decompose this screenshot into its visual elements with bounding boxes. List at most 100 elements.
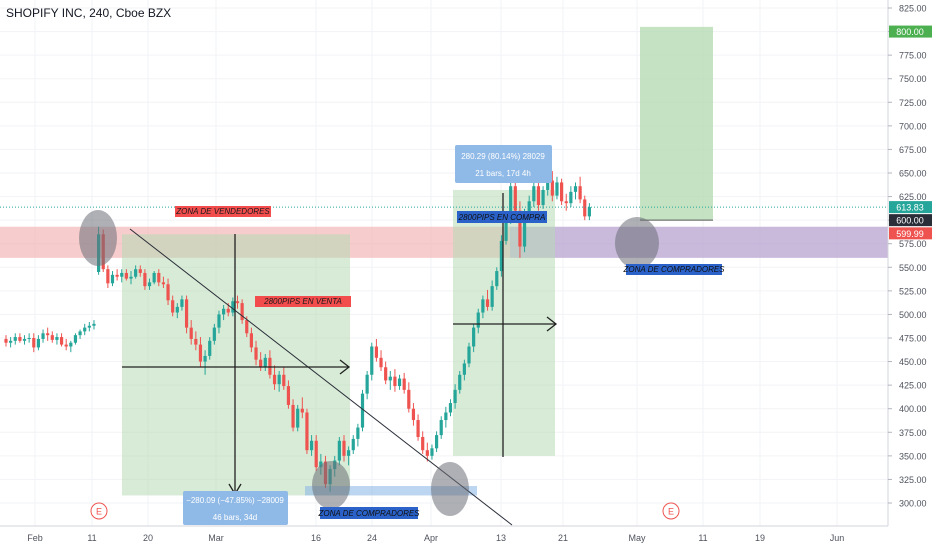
price-axis[interactable]: 300.00 325.00 350.00 375.00 400.00 425.00 450.…	[887, 0, 932, 550]
candle-body	[573, 186, 578, 192]
time-tick-label: May	[628, 533, 646, 543]
candle-body	[235, 301, 240, 304]
candle-body	[268, 357, 272, 375]
candle-body	[245, 320, 249, 334]
sell-label: 2800PIPS EN VENTA	[263, 297, 342, 306]
candle-body	[69, 342, 73, 347]
candle-body	[184, 299, 189, 328]
candle-body	[300, 408, 304, 413]
price-tick-label: 675.00	[899, 145, 927, 155]
candle-body	[569, 191, 573, 204]
candle-body	[388, 376, 392, 381]
short-measure-text-1: −280.09 (−47.85%) −28009	[186, 496, 284, 505]
highlight-ellipse	[312, 461, 350, 509]
candle-body	[393, 376, 397, 387]
candle-body	[587, 207, 591, 217]
candle-body	[157, 272, 161, 283]
target-box	[640, 26, 713, 221]
candle-body	[87, 325, 91, 328]
time-tick-label: Jun	[830, 533, 845, 543]
price-tick-label: 350.00	[899, 451, 927, 461]
candle-body	[347, 450, 351, 456]
time-tick-label: 21	[558, 533, 568, 543]
candle-body	[309, 440, 314, 451]
candle-body	[407, 389, 411, 409]
highlight-ellipse	[615, 217, 659, 269]
earnings-marker-icon	[662, 502, 680, 520]
price-tick-label: 650.00	[899, 169, 927, 179]
sell-label-bg	[255, 296, 351, 307]
short-measure-box	[183, 491, 288, 525]
buyer-zone-band	[510, 226, 888, 258]
candle-body	[18, 337, 22, 341]
candle-body	[546, 180, 550, 190]
candle-body	[365, 374, 369, 394]
candle-body	[194, 338, 198, 345]
candle-body	[208, 340, 212, 356]
candle-body	[36, 338, 41, 348]
buyer-zone-bottom-label-bg	[320, 507, 418, 519]
candle-body	[439, 420, 443, 436]
buyer-zone-right-label-bg	[626, 264, 722, 275]
candle-body	[444, 412, 448, 421]
candle-body	[555, 182, 559, 196]
candle-body	[50, 335, 54, 340]
red-price-badge: 599.99	[896, 229, 924, 239]
candle-body	[110, 274, 115, 284]
candle-body	[560, 182, 564, 202]
candle-body	[59, 337, 64, 345]
candle-body	[578, 186, 582, 200]
last-price-badge: 613.83	[896, 203, 924, 213]
level-price-badge-bg	[889, 214, 932, 227]
time-tick-label: 24	[367, 533, 377, 543]
time-tick-label: 20	[143, 533, 153, 543]
candle-body	[453, 389, 457, 404]
candle-body	[78, 331, 82, 336]
buyer-zone-right-label: ZONA DE COMPRADORES	[622, 265, 725, 274]
price-tick-label: 450.00	[899, 357, 927, 367]
candle-body	[296, 408, 300, 428]
time-tick-label: 11	[698, 533, 707, 543]
price-tick-label: 525.00	[899, 286, 927, 296]
candle-body	[175, 306, 179, 313]
price-tick-label: 825.00	[899, 4, 927, 14]
price-tick-label: 375.00	[899, 428, 927, 438]
candle-body	[249, 333, 253, 348]
candle-body	[550, 180, 554, 196]
time-axis[interactable]: Feb 11 20 Mar 16 24 Apr 13 21 May 11 19 Jun	[0, 525, 888, 543]
candle-body	[138, 269, 142, 273]
candle-body	[272, 374, 277, 385]
earnings-marker-label: E	[96, 507, 102, 517]
candle-body	[64, 344, 68, 347]
buyer-zone-bottom-label: ZONA DE COMPRADORES	[317, 509, 420, 518]
candle-body	[124, 272, 128, 279]
long-measure-box	[455, 145, 552, 183]
candle-body	[490, 286, 494, 307]
candle-body	[291, 404, 295, 428]
candle-body	[212, 327, 216, 341]
candle-body	[532, 186, 536, 202]
candle-body	[374, 346, 378, 358]
short-measure-arrowhead-h	[339, 359, 351, 375]
buy-label: 2800PIPS EN COMPRA	[458, 213, 546, 222]
candle-body	[92, 323, 96, 326]
candle-body	[277, 374, 281, 385]
seller-zone-label-bg	[175, 206, 271, 217]
time-tick-label: Mar	[208, 533, 224, 543]
time-tick-label: 16	[311, 533, 321, 543]
candle-body	[240, 303, 244, 321]
candle-body	[397, 378, 402, 387]
candle-body	[282, 374, 286, 387]
candle-body	[583, 199, 587, 217]
price-tick-label: 775.00	[899, 51, 927, 61]
time-tick-label: Apr	[424, 533, 438, 543]
level-price-badge: 600.00	[896, 216, 924, 226]
candle-body	[259, 359, 263, 368]
drawings-layer: ZONA DE VENDEDORES 2800PIPS EN VENTA 2800P…	[0, 145, 888, 526]
candle-body	[106, 269, 110, 284]
price-tick-label: 575.00	[899, 239, 927, 249]
price-tick-label: 750.00	[899, 74, 927, 84]
candle-body	[27, 338, 31, 339]
